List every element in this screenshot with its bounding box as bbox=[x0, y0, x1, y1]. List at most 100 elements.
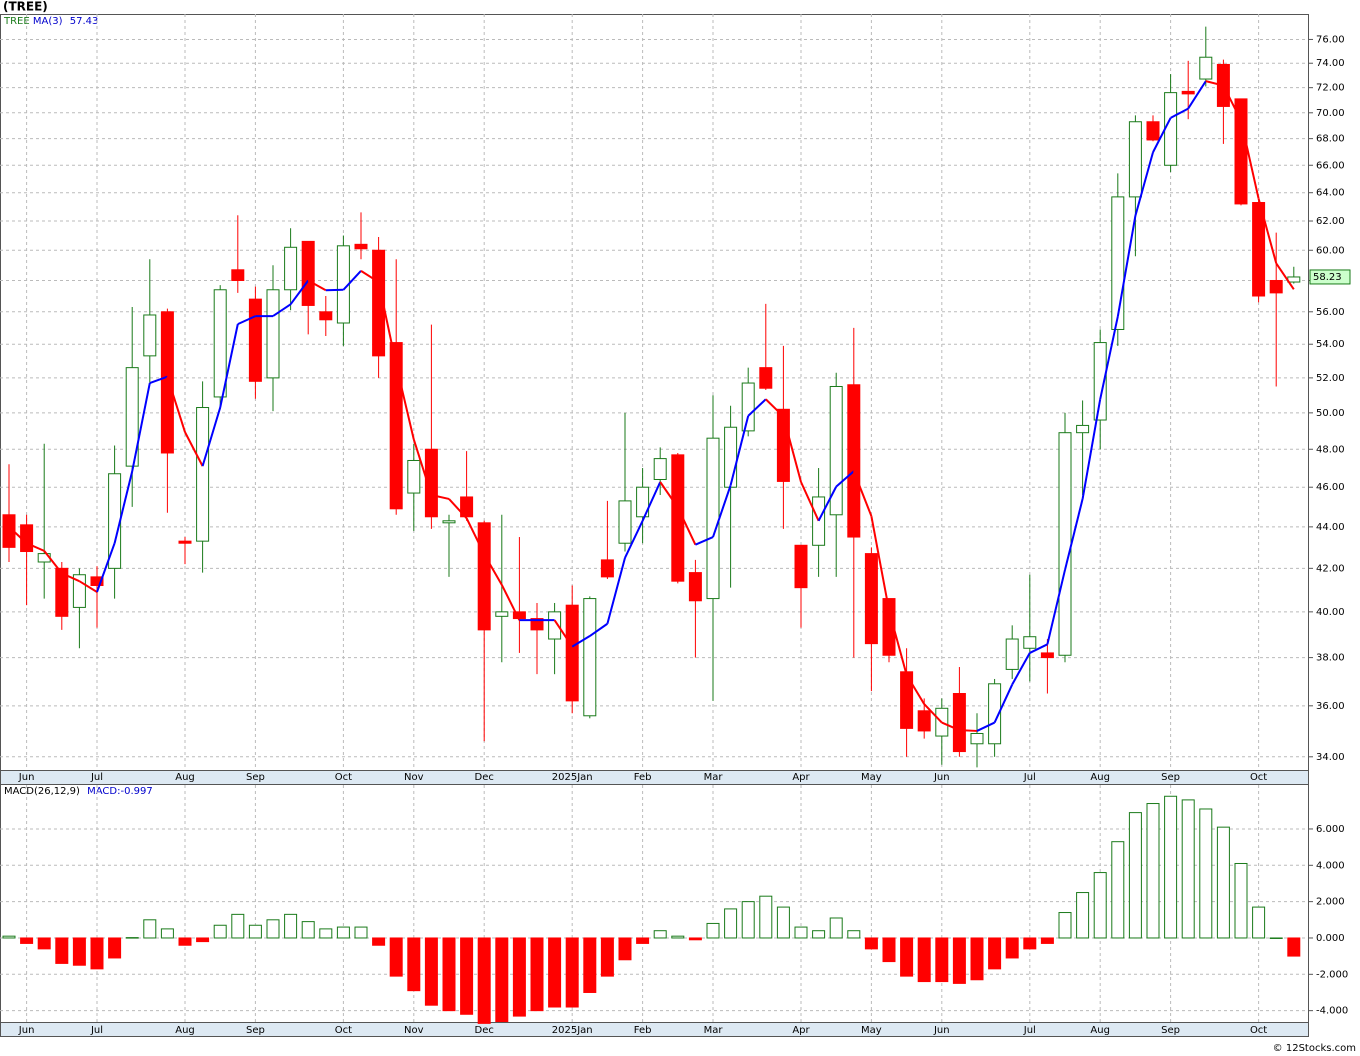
candle-body bbox=[812, 496, 826, 546]
y-tick-label: 52.00 bbox=[1316, 373, 1345, 384]
ma-segment bbox=[782, 416, 802, 483]
x-tick-label: Sep bbox=[246, 772, 265, 783]
ma-segment bbox=[870, 515, 890, 611]
candle-body bbox=[988, 683, 1002, 745]
y-tick-label: 66.00 bbox=[1316, 160, 1345, 171]
x-tick-label: Jun bbox=[18, 772, 35, 783]
ma-segment bbox=[641, 481, 662, 522]
candle-body bbox=[301, 240, 315, 306]
macd-bar bbox=[794, 926, 808, 939]
macd-bar bbox=[600, 937, 614, 977]
ma-segment bbox=[1029, 643, 1048, 654]
macd-bar bbox=[1234, 862, 1248, 939]
candle-body bbox=[1005, 638, 1019, 670]
ma-segment bbox=[342, 270, 362, 291]
ma-segment bbox=[8, 526, 28, 544]
ma-segment bbox=[500, 584, 521, 621]
macd-bar bbox=[248, 924, 262, 939]
candle-body bbox=[160, 311, 174, 454]
macd-panel bbox=[0, 784, 1309, 1023]
macd-bar bbox=[583, 937, 597, 993]
macd-bar bbox=[1252, 906, 1266, 939]
macd-bar bbox=[688, 937, 702, 941]
ma-segment bbox=[765, 398, 785, 418]
candle-body bbox=[1146, 121, 1160, 141]
macd-bar bbox=[319, 928, 333, 939]
candle-body bbox=[125, 367, 139, 467]
candle-body bbox=[1023, 636, 1037, 649]
ma-segment bbox=[431, 494, 450, 500]
macd-bar bbox=[1040, 937, 1054, 944]
macd-bar bbox=[108, 937, 122, 959]
macd-bar bbox=[724, 908, 738, 939]
candle-body bbox=[354, 243, 368, 250]
ma-segment bbox=[1257, 198, 1278, 264]
macd-bar bbox=[1164, 795, 1178, 939]
macd-bar bbox=[2, 935, 16, 939]
macd-bar bbox=[266, 919, 280, 939]
x-tick-label: Oct bbox=[335, 772, 352, 783]
x-tick-label: Jul bbox=[1023, 1025, 1036, 1036]
x-tick-label: Mar bbox=[704, 772, 724, 783]
macd-bar bbox=[900, 937, 914, 977]
candle-body bbox=[653, 458, 667, 480]
x-tick-label: Nov bbox=[404, 772, 424, 783]
x-tick-label: Apr bbox=[792, 772, 810, 783]
y-tick-label: 56.00 bbox=[1316, 307, 1345, 318]
y-tick-label: 48.00 bbox=[1316, 444, 1345, 455]
ma-segment bbox=[976, 721, 996, 732]
y-tick-label: -2.000 bbox=[1316, 969, 1348, 980]
macd-bar bbox=[460, 937, 474, 1015]
macd-bar bbox=[653, 930, 667, 939]
macd-bar bbox=[1199, 808, 1213, 939]
macd-bar bbox=[812, 930, 826, 939]
macd-bar bbox=[548, 937, 562, 1008]
ma-segment bbox=[1187, 80, 1207, 110]
macd-bar bbox=[20, 937, 34, 944]
macd-bar bbox=[1128, 812, 1142, 939]
y-tick-label: 36.00 bbox=[1316, 701, 1345, 712]
x-tick-label: Feb bbox=[634, 1025, 652, 1036]
macd-bar bbox=[530, 937, 544, 1012]
ma-segment bbox=[1134, 151, 1154, 216]
macd-bar bbox=[829, 917, 843, 939]
chart-title: (TREE) bbox=[3, 0, 48, 14]
candle-body bbox=[618, 500, 632, 544]
ma-segment bbox=[166, 376, 186, 433]
ma-segment bbox=[712, 484, 732, 538]
candle-body bbox=[442, 520, 456, 524]
source: © 12Stocks.com bbox=[1273, 1043, 1356, 1054]
ma-segment bbox=[1222, 85, 1242, 121]
candle-body bbox=[477, 522, 491, 631]
candle-body bbox=[1164, 92, 1178, 166]
y-tick-label: 60.00 bbox=[1316, 245, 1345, 256]
x-tick-label: Mar bbox=[704, 1025, 724, 1036]
ma-segment bbox=[1116, 215, 1137, 317]
x-tick-label: Dec bbox=[475, 772, 494, 783]
ma-segment bbox=[993, 684, 1014, 723]
candle-body bbox=[970, 732, 984, 745]
x-tick-label: Oct bbox=[1250, 772, 1267, 783]
macd-bar bbox=[1093, 872, 1107, 939]
candle-body bbox=[213, 289, 227, 398]
candle-body bbox=[1076, 424, 1090, 434]
ma-segment bbox=[360, 270, 380, 283]
macd-bar bbox=[407, 937, 421, 992]
ma-segment bbox=[395, 364, 415, 440]
y-tick-label: 42.00 bbox=[1316, 563, 1345, 574]
macd-bar bbox=[160, 928, 174, 939]
x-tick-label: Aug bbox=[175, 1025, 195, 1036]
ma-segment bbox=[800, 481, 820, 522]
ma-name: MA(3) bbox=[33, 16, 63, 27]
macd-bar bbox=[618, 937, 632, 961]
ma-segment bbox=[852, 470, 873, 517]
macd-bar bbox=[917, 937, 931, 983]
ma-segment bbox=[272, 303, 292, 317]
x-axis-strip bbox=[0, 1022, 1309, 1037]
candle-body bbox=[196, 407, 210, 542]
macd-bar bbox=[354, 926, 368, 939]
ma-segment bbox=[1099, 316, 1119, 400]
ma-segment bbox=[448, 498, 468, 519]
candle-body bbox=[688, 572, 702, 602]
